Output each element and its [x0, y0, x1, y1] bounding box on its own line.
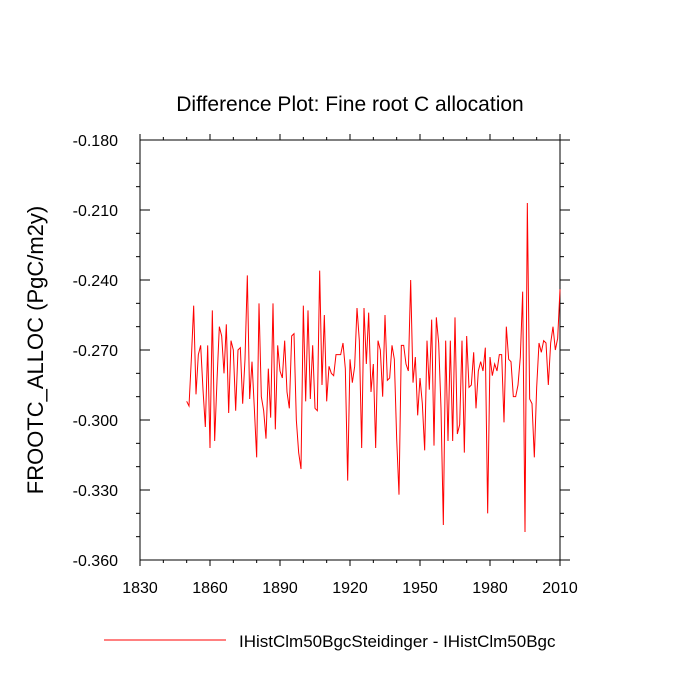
y-ticks [136, 139, 570, 561]
y-tick-label: -0.240 [73, 273, 118, 290]
x-tick-label: 1890 [262, 580, 298, 597]
y-tick-label: -0.180 [73, 133, 118, 150]
x-tick-labels: 1830 1860 1890 1920 1950 1980 2010 [122, 580, 578, 597]
y-tick-labels: -0.360 -0.330 -0.300 -0.270 -0.240 -0.210 -0.1… [73, 133, 118, 570]
x-tick-label: 1860 [192, 580, 228, 597]
x-tick-label: 1980 [472, 580, 508, 597]
y-tick-label: -0.330 [73, 483, 118, 500]
y-tick-label: -0.210 [73, 203, 118, 220]
x-tick-label: 1920 [332, 580, 368, 597]
x-tick-label: 1830 [122, 580, 158, 597]
y-tick-label: -0.270 [73, 343, 118, 360]
y-axis-label: FROOTC_ALLOC (PgC/m2y) [23, 206, 48, 495]
x-tick-label: 2010 [542, 580, 578, 597]
plot-frame [139, 139, 561, 561]
series-lines [186, 202, 561, 533]
x-ticks [139, 134, 561, 566]
chart-title: Difference Plot: Fine root C allocation [176, 93, 523, 116]
legend-label: IHistClm50BgcSteidinger - IHistClm50Bgc [239, 632, 556, 651]
series-line [186, 202, 561, 533]
legend: IHistClm50BgcSteidinger - IHistClm50Bgc [104, 632, 556, 651]
y-tick-label: -0.360 [73, 553, 118, 570]
x-tick-label: 1950 [402, 580, 438, 597]
y-tick-label: -0.300 [73, 413, 118, 430]
